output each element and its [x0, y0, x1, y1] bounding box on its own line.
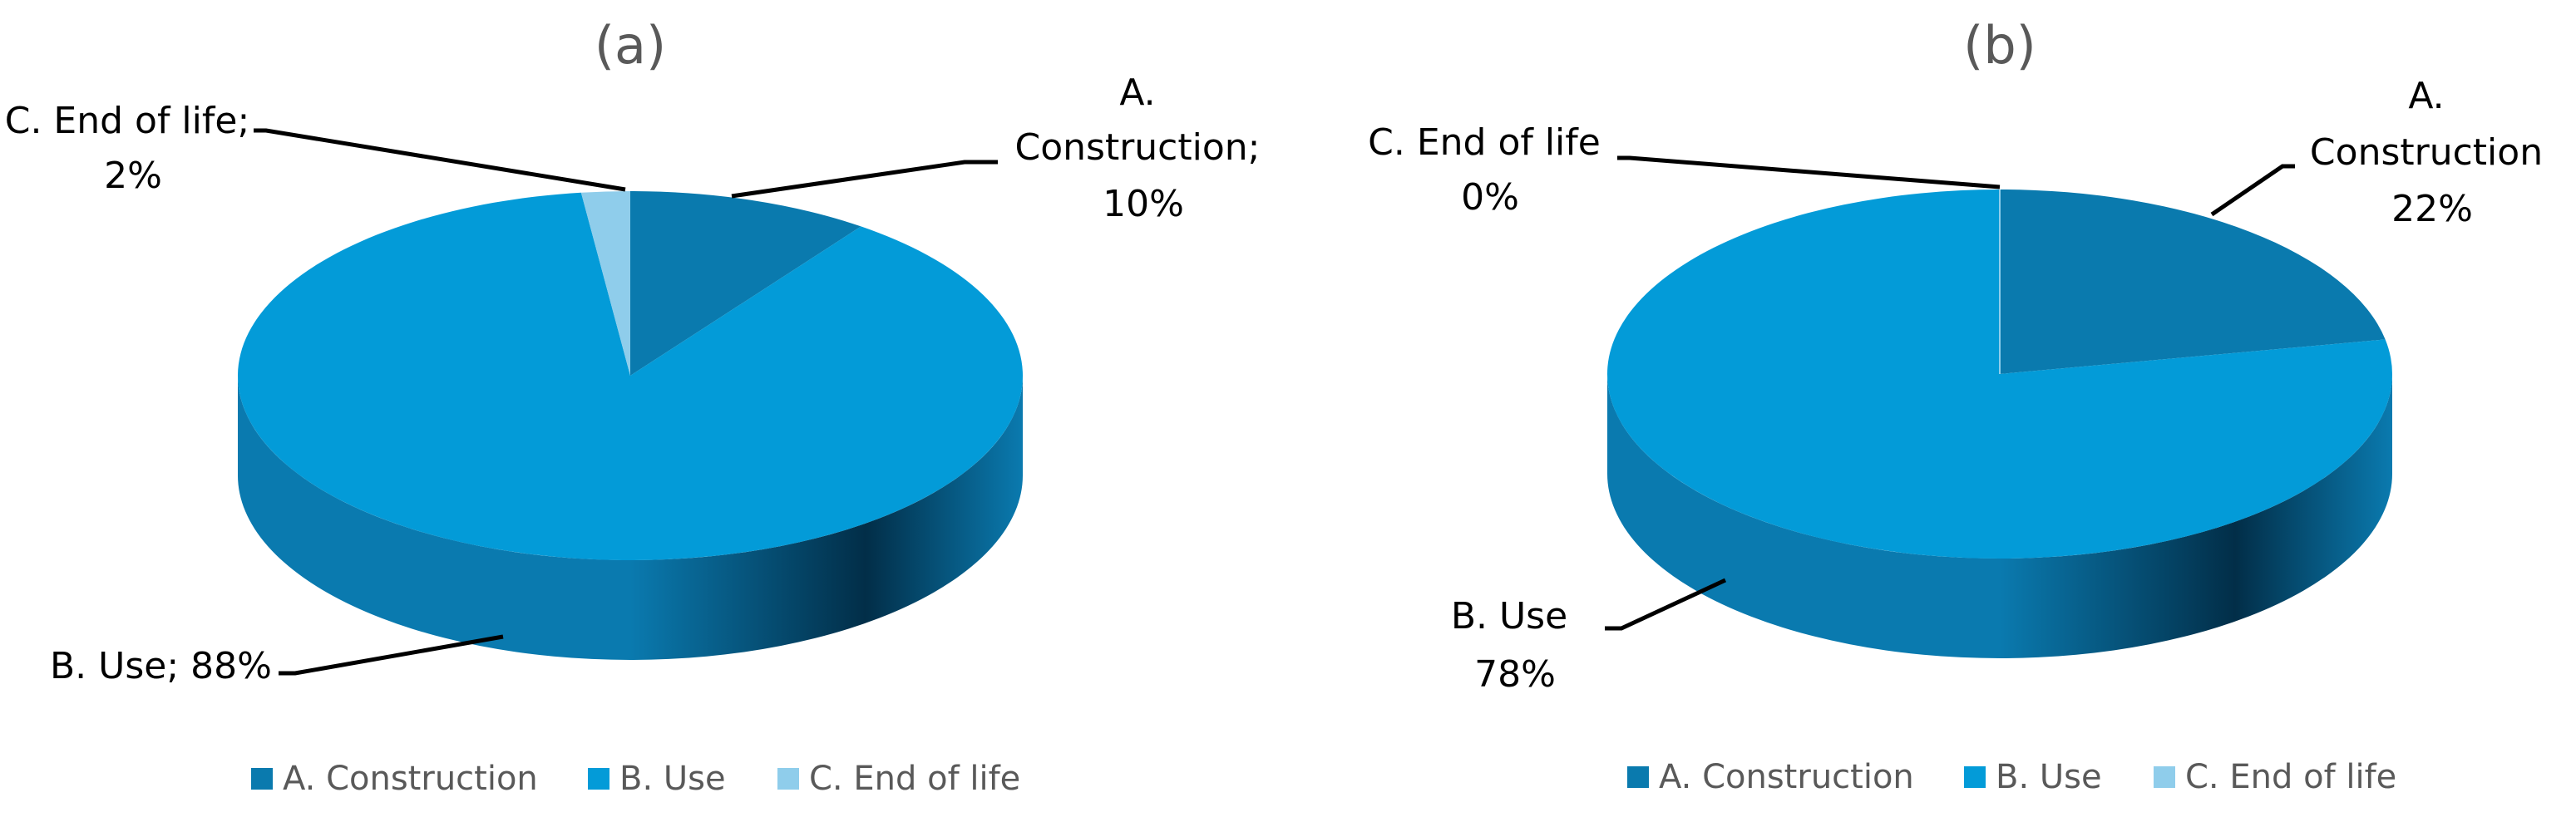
pie-chart-a: (a) A. Construction; 10% C. End of life;… — [5, 15, 1272, 798]
chart-b-label-use-line1: B. Use — [1451, 595, 1567, 637]
chart-a-legend-label-construction: A. Construction — [283, 760, 538, 798]
chart-b-title: (b) — [1963, 15, 2036, 76]
chart-b-legend-label-construction: A. Construction — [1659, 758, 1914, 796]
chart-b-label-construction-line2: Construction — [2310, 131, 2543, 174]
chart-a-label-end-of-life-line2: 2% — [104, 155, 162, 197]
chart-a-slice-use — [238, 192, 1023, 560]
chart-a-leader-use — [279, 634, 504, 676]
chart-a-slice-construction — [630, 191, 861, 376]
chart-b-legend-swatch-construction — [1627, 766, 1649, 788]
chart-a-label-use: B. Use; 88% — [50, 645, 272, 687]
chart-b-label-use-line2: 78% — [1474, 653, 1556, 696]
chart-a-legend-label-use: B. Use — [619, 760, 726, 798]
chart-b-slice-use — [1606, 190, 2393, 559]
chart-a-leader-end-of-life — [254, 128, 626, 192]
chart-a-legend-swatch-construction — [251, 768, 273, 790]
chart-a-label-end-of-life: C. End of life; 2% — [5, 100, 262, 197]
chart-a-label-construction: A. Construction; 10% — [1015, 71, 1272, 225]
chart-a-leader-construction — [731, 160, 998, 199]
chart-b-legend-label-end-of-life: C. End of life — [2185, 758, 2396, 796]
chart-b-pie — [1606, 190, 2393, 658]
chart-a-legend-swatch-use — [588, 768, 609, 790]
chart-a-legend: A. Construction B. Use C. End of life — [251, 760, 1020, 798]
chart-b-label-end-of-life-line2: 0% — [1461, 176, 1519, 219]
chart-a-legend-swatch-end-of-life — [777, 768, 799, 790]
chart-a-label-end-of-life-line1: C. End of life; — [5, 100, 250, 142]
chart-b-side-wall — [1607, 374, 2392, 658]
chart-b-leader-construction — [2210, 164, 2295, 217]
chart-b-label-construction-line1: A. — [2408, 75, 2444, 117]
chart-b-legend-swatch-end-of-life — [2154, 766, 2175, 788]
chart-b-legend-label-use: B. Use — [1996, 758, 2102, 796]
chart-a-side-wall — [238, 376, 1023, 660]
chart-b-label-construction: A. Construction 22% — [2310, 75, 2554, 230]
chart-b-leader-use — [1605, 578, 1727, 631]
chart-b-legend-swatch-use — [1964, 766, 1986, 788]
chart-b-label-end-of-life: C. End of life 0% — [1368, 121, 1612, 219]
chart-b-legend: A. Construction B. Use C. End of life — [1627, 758, 2396, 796]
chart-a-slice-end-of-life — [580, 191, 630, 376]
chart-b-slice-construction — [2000, 190, 2386, 374]
chart-a-pie — [238, 191, 1023, 660]
chart-a-legend-label-end-of-life: C. End of life — [809, 760, 1020, 798]
chart-b-label-use: B. Use 78% — [1451, 595, 1579, 696]
chart-a-label-construction-line2: Construction; — [1015, 126, 1261, 169]
chart-b-label-construction-line3: 22% — [2391, 188, 2473, 230]
chart-a-label-construction-line3: 10% — [1103, 183, 1184, 225]
chart-a-label-construction-line1: A. — [1119, 71, 1155, 114]
chart-b-leader-end-of-life — [1617, 155, 2001, 190]
chart-a-title: (a) — [595, 15, 666, 76]
chart-b-label-end-of-life-line1: C. End of life — [1368, 121, 1601, 164]
pie-chart-b: (b) A. Construction 22% C. End of life 0… — [1368, 15, 2554, 796]
